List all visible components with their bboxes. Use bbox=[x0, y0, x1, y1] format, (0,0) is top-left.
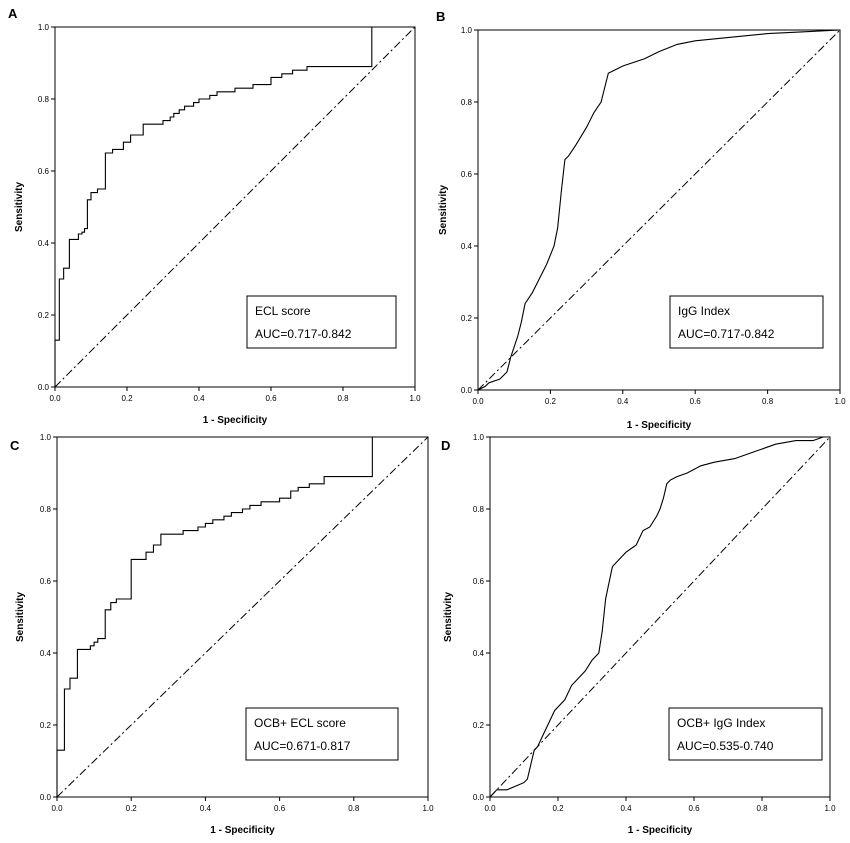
panel-d-plot-frame bbox=[489, 436, 831, 798]
panel-c-x-axis-title: 1 - Specificity bbox=[210, 825, 275, 836]
panel-d-y-tick-label-0: 0.0 bbox=[473, 793, 485, 802]
panel-d-legend-name: OCB+ IgG Index bbox=[677, 716, 765, 730]
panel-d-x-tick-label-5: 1.0 bbox=[824, 804, 836, 813]
panel-a-y-tick-label-4: 0.8 bbox=[38, 95, 50, 104]
panel-b-y-tick-label-4: 0.8 bbox=[461, 98, 473, 107]
panel-c-y-tick-label-1: 0.2 bbox=[40, 721, 52, 730]
panel-b-x-axis-title: 1 - Specificity bbox=[627, 420, 692, 431]
panel-c-legend-auc: AUC=0.671-0.817 bbox=[254, 739, 351, 753]
panel-a-x-tick-label-4: 0.8 bbox=[337, 394, 349, 403]
panel-c-legend-name: OCB+ ECL score bbox=[254, 716, 346, 730]
panel-c-legend-box bbox=[245, 707, 399, 761]
panel-a-y-tick-label-3: 0.6 bbox=[38, 167, 50, 176]
panel-c-y-tick-label-5: 1.0 bbox=[40, 433, 52, 442]
panel-d-x-tick-label-2: 0.4 bbox=[620, 804, 632, 813]
panel-d-x-tick-label-0: 0.0 bbox=[484, 804, 496, 813]
panel-d-x-tick-label-3: 0.6 bbox=[688, 804, 700, 813]
panel-d-legend-auc: AUC=0.535-0.740 bbox=[677, 739, 774, 753]
panel-b-y-axis-title: Sensitivity bbox=[438, 185, 449, 235]
panel-d-y-tick-label-4: 0.8 bbox=[473, 505, 485, 514]
panel-a-y-tick-label-2: 0.4 bbox=[38, 239, 50, 248]
panel-c-plot-frame bbox=[56, 436, 429, 798]
panel-a-y-tick-label-0: 0.0 bbox=[38, 383, 50, 392]
panel-d-legend-box bbox=[668, 707, 823, 761]
panel-b-x-tick-label-4: 0.8 bbox=[762, 397, 774, 406]
panel-a: A 0.0 0.2 0.4 0.6 0.8 1.0 0.0 0.2 0.4 0.6 0.8 1.0 1 -… bbox=[8, 6, 421, 426]
panel-d-x-tick-label-1: 0.2 bbox=[552, 804, 564, 813]
panel-b-legend-name: IgG Index bbox=[678, 304, 730, 318]
panel-b-y-tick-label-1: 0.2 bbox=[461, 314, 473, 323]
panel-b-plot-frame bbox=[477, 29, 841, 391]
panel-b-y-tick-label-0: 0.0 bbox=[461, 386, 473, 395]
panel-b-roc-curve-0 bbox=[477, 29, 841, 391]
panel-c-y-tick-label-4: 0.8 bbox=[40, 505, 52, 514]
panel-d-y-tick-label-3: 0.6 bbox=[473, 577, 485, 586]
panel-d-y-tick-label-5: 1.0 bbox=[473, 433, 485, 442]
panel-b-y-tick-label-2: 0.4 bbox=[461, 242, 473, 251]
panel-c-x-tick-label-1: 0.2 bbox=[126, 804, 138, 813]
panel-d-y-tick-label-1: 0.2 bbox=[473, 721, 485, 730]
panel-d-y-axis-title: Sensitivity bbox=[443, 592, 454, 642]
panel-a-x-tick-label-1: 0.2 bbox=[121, 394, 133, 403]
panel-c-x-tick-label-4: 0.8 bbox=[348, 804, 360, 813]
panel-d-letter: D bbox=[441, 438, 450, 453]
panel-d: D 0.0 0.2 0.4 0.6 0.8 1.0 0.0 0.2 0.4 0.6 0.8 1.0 1 -… bbox=[441, 433, 836, 836]
panel-b-letter: B bbox=[436, 9, 445, 24]
panel-d-x-axis-title: 1 - Specificity bbox=[628, 825, 693, 836]
panel-d-roc-curve-0 bbox=[489, 436, 824, 798]
panel-a-x-axis-title: 1 - Specificity bbox=[203, 415, 268, 426]
panel-a-legend-auc: AUC=0.717-0.842 bbox=[255, 327, 352, 341]
panel-c-x-tick-label-5: 1.0 bbox=[422, 804, 434, 813]
panel-d-x-tick-label-4: 0.8 bbox=[756, 804, 768, 813]
panel-a-legend-name: ECL score bbox=[255, 304, 311, 318]
panel-a-y-tick-label-1: 0.2 bbox=[38, 311, 50, 320]
panel-a-plot-frame bbox=[54, 26, 416, 388]
panel-c-reference-line bbox=[56, 436, 429, 798]
panel-b-x-tick-label-2: 0.4 bbox=[617, 397, 629, 406]
panel-b-y-tick-label-3: 0.6 bbox=[461, 170, 473, 179]
panel-b-reference-line bbox=[477, 29, 841, 391]
panel-b-x-tick-label-5: 1.0 bbox=[834, 397, 846, 406]
panel-b-x-tick-label-3: 0.6 bbox=[690, 397, 702, 406]
panel-b: B 0.0 0.2 0.4 0.6 0.8 1.0 0.0 0.2 0.4 0.6 0.8 1.0 1 -… bbox=[436, 9, 846, 431]
panel-b-x-tick-label-0: 0.0 bbox=[472, 397, 484, 406]
panel-a-y-axis-title: Sensitivity bbox=[14, 182, 25, 232]
panel-b-x-tick-label-1: 0.2 bbox=[545, 397, 557, 406]
panel-c-x-tick-label-3: 0.6 bbox=[274, 804, 286, 813]
panel-b-legend-box bbox=[669, 295, 824, 349]
panel-a-x-tick-label-2: 0.4 bbox=[193, 394, 205, 403]
panel-a-x-tick-label-3: 0.6 bbox=[265, 394, 277, 403]
panel-a-x-tick-label-5: 1.0 bbox=[409, 394, 421, 403]
panel-a-legend-box bbox=[246, 295, 397, 349]
panel-c-y-tick-label-3: 0.6 bbox=[40, 577, 52, 586]
panel-c-x-tick-label-2: 0.4 bbox=[200, 804, 212, 813]
panel-b-legend-auc: AUC=0.717-0.842 bbox=[678, 327, 775, 341]
panel-a-letter: A bbox=[8, 6, 18, 21]
panel-c-letter: C bbox=[10, 438, 20, 453]
panel-c: C 0.0 0.2 0.4 0.6 0.8 1.0 0.0 0.2 0.4 0.6 0.8 1.0 1 -… bbox=[10, 433, 434, 836]
panel-a-y-tick-label-5: 1.0 bbox=[38, 23, 50, 32]
panel-a-roc-curve-0 bbox=[54, 26, 415, 387]
panel-d-reference-line bbox=[489, 436, 831, 798]
panel-c-y-axis-title: Sensitivity bbox=[15, 592, 26, 642]
panel-c-y-tick-label-0: 0.0 bbox=[40, 793, 52, 802]
panel-b-y-tick-label-5: 1.0 bbox=[461, 26, 473, 35]
panel-c-y-tick-label-2: 0.4 bbox=[40, 649, 52, 658]
panel-a-x-tick-label-0: 0.0 bbox=[49, 394, 61, 403]
panel-d-y-tick-label-2: 0.4 bbox=[473, 649, 485, 658]
panel-c-x-tick-label-0: 0.0 bbox=[51, 804, 63, 813]
panel-a-reference-line bbox=[54, 26, 416, 388]
panel-c-roc-curve-0 bbox=[56, 436, 428, 797]
